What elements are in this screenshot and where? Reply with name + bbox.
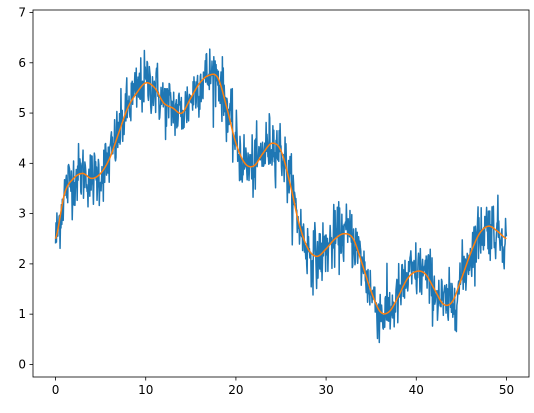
y-tick-label: 2 (18, 257, 26, 271)
axes-frame (32, 9, 530, 378)
y-tick-label: 4 (18, 156, 26, 170)
noisy-signal-line (54, 48, 508, 344)
plot-area (33, 10, 529, 377)
series-layer (54, 48, 508, 344)
y-tick-label: 6 (18, 56, 26, 70)
y-tick-label: 1 (18, 307, 26, 321)
x-tick-label: 30 (318, 383, 333, 397)
smooth-signal-line (54, 73, 507, 315)
x-tick-label: 0 (52, 383, 60, 397)
x-tick-label: 20 (228, 383, 243, 397)
y-tick-label: 3 (18, 207, 26, 221)
x-tick-label: 50 (499, 383, 514, 397)
y-tick-label: 5 (18, 106, 26, 120)
x-tick-label: 40 (409, 383, 424, 397)
x-tick-label: 10 (138, 383, 153, 397)
axes-layer: 0 10 20 30 40 50 0 1 2 3 4 5 6 7 (18, 6, 530, 397)
y-tick-label: 7 (18, 6, 26, 20)
y-tick-label: 0 (18, 357, 26, 371)
